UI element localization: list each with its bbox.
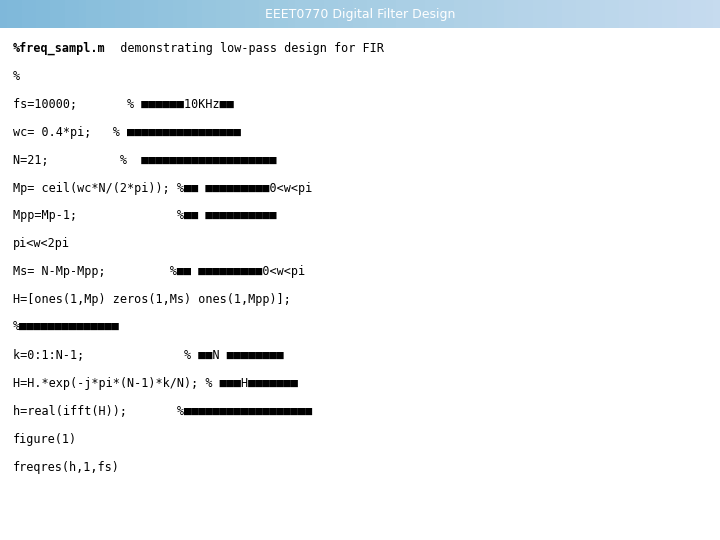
Text: EEET0770 Digital Filter Design: EEET0770 Digital Filter Design — [265, 8, 455, 21]
Text: freqres(h,1,fs): freqres(h,1,fs) — [13, 461, 120, 474]
Text: h=real(ifft(H));       %■■■■■■■■■■■■■■■■■■: h=real(ifft(H)); %■■■■■■■■■■■■■■■■■■ — [13, 405, 312, 418]
Text: wc= 0.4*pi;   % ■■■■■■■■■■■■■■■■: wc= 0.4*pi; % ■■■■■■■■■■■■■■■■ — [13, 126, 241, 139]
Text: %freq_sampl.m: %freq_sampl.m — [13, 42, 106, 55]
Text: H=[ones(1,Mp) zeros(1,Ms) ones(1,Mpp)];: H=[ones(1,Mp) zeros(1,Ms) ones(1,Mpp)]; — [13, 293, 291, 306]
Text: Digital Signal Processing: Digital Signal Processing — [14, 521, 152, 531]
Text: Ms= N-Mp-Mpp;         %■■ ■■■■■■■■■0<w<pi: Ms= N-Mp-Mpp; %■■ ■■■■■■■■■0<w<pi — [13, 265, 305, 278]
Text: %■■■■■■■■■■■■■■: %■■■■■■■■■■■■■■ — [13, 321, 120, 334]
Text: Centre of Electronic Systems and: Centre of Electronic Systems and — [14, 502, 200, 512]
Text: Mpp=Mp-1;              %■■ ■■■■■■■■■■: Mpp=Mp-1; %■■ ■■■■■■■■■■ — [13, 210, 276, 222]
Text: fs=10000;       % ■■■■■■10KHz■■: fs=10000; % ■■■■■■10KHz■■ — [13, 98, 234, 111]
Text: k=0:1:N-1;              % ■■N ■■■■■■■■: k=0:1:N-1; % ■■N ■■■■■■■■ — [13, 349, 284, 362]
Text: %: % — [13, 70, 20, 83]
Text: 52: 52 — [660, 501, 698, 528]
Text: figure(1): figure(1) — [13, 433, 77, 446]
Text: H=H.*exp(-j*pi*(N-1)*k/N); % ■■■H■■■■■■■: H=H.*exp(-j*pi*(N-1)*k/N); % ■■■H■■■■■■■ — [13, 377, 298, 390]
Text: pi<w<2pi: pi<w<2pi — [13, 238, 70, 251]
Text: demonstrating low-pass design for FIR: demonstrating low-pass design for FIR — [106, 42, 384, 55]
Text: Mp= ceil(wc*N/(2*pi)); %■■ ■■■■■■■■■0<w<pi: Mp= ceil(wc*N/(2*pi)); %■■ ■■■■■■■■■0<w<… — [13, 181, 312, 194]
Text: N=21;          %  ■■■■■■■■■■■■■■■■■■■: N=21; % ■■■■■■■■■■■■■■■■■■■ — [13, 153, 276, 167]
